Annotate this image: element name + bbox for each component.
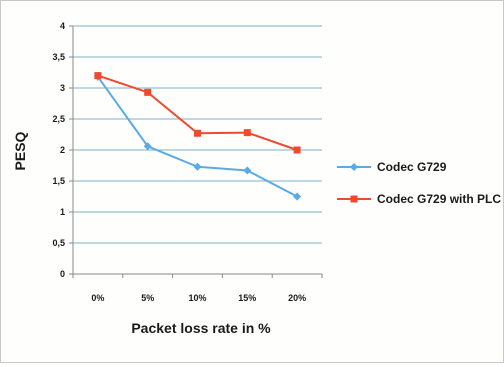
- data-point: [243, 166, 252, 175]
- legend-label: Codec G729 with PLC: [377, 192, 501, 206]
- x-tick-labels: 0% 5% 10% 15% 20%: [91, 293, 306, 303]
- y-tick-label: 1,5: [52, 176, 65, 186]
- data-point: [144, 88, 152, 96]
- y-tick-label: 1: [60, 207, 65, 217]
- gridlines: [73, 25, 322, 244]
- data-point: [94, 72, 102, 80]
- x-tick-label: 0%: [91, 293, 104, 303]
- legend: Codec G729 Codec G729 with PLC: [337, 160, 501, 206]
- y-tick-label: 0,5: [52, 238, 65, 248]
- legend-item-1: Codec G729: [337, 160, 447, 174]
- y-tick-label: 4: [60, 21, 65, 31]
- x-tick-label: 5%: [141, 293, 154, 303]
- legend-swatch-marker: [350, 163, 358, 171]
- axes: [69, 25, 323, 278]
- x-tick-label: 20%: [288, 293, 306, 303]
- series-lines: [93, 72, 302, 201]
- x-axis-title: Packet loss rate in %: [131, 320, 271, 336]
- series-line: [97, 74, 298, 151]
- y-tick-label: 2,5: [52, 114, 65, 124]
- series-2: [94, 72, 301, 154]
- data-point: [243, 129, 251, 137]
- data-point: [194, 129, 201, 137]
- x-tick-label: 15%: [238, 293, 256, 303]
- data-point: [193, 162, 202, 171]
- y-tick-label: 0: [60, 269, 65, 279]
- data-point: [293, 146, 301, 154]
- y-tick-labels: 0 0,5 1 1,5 2 2,5 3 3,5 4: [52, 21, 65, 279]
- legend-item-2: Codec G729 with PLC: [337, 192, 501, 206]
- legend-swatch-marker: [350, 195, 358, 203]
- y-axis-title: PESQ: [12, 131, 28, 170]
- data-point: [143, 142, 152, 151]
- y-tick-label: 2: [60, 145, 65, 155]
- line-chart: 0 0,5 1 1,5 2 2,5 3 3,5 4 0% 5% 10% 15% 20% Codec G7…: [12, 21, 501, 336]
- y-tick-label: 3,5: [52, 52, 65, 62]
- data-point: [293, 192, 302, 201]
- x-tick-label: 10%: [188, 293, 206, 303]
- y-tick-label: 3: [60, 83, 65, 93]
- legend-label: Codec G729: [377, 160, 447, 174]
